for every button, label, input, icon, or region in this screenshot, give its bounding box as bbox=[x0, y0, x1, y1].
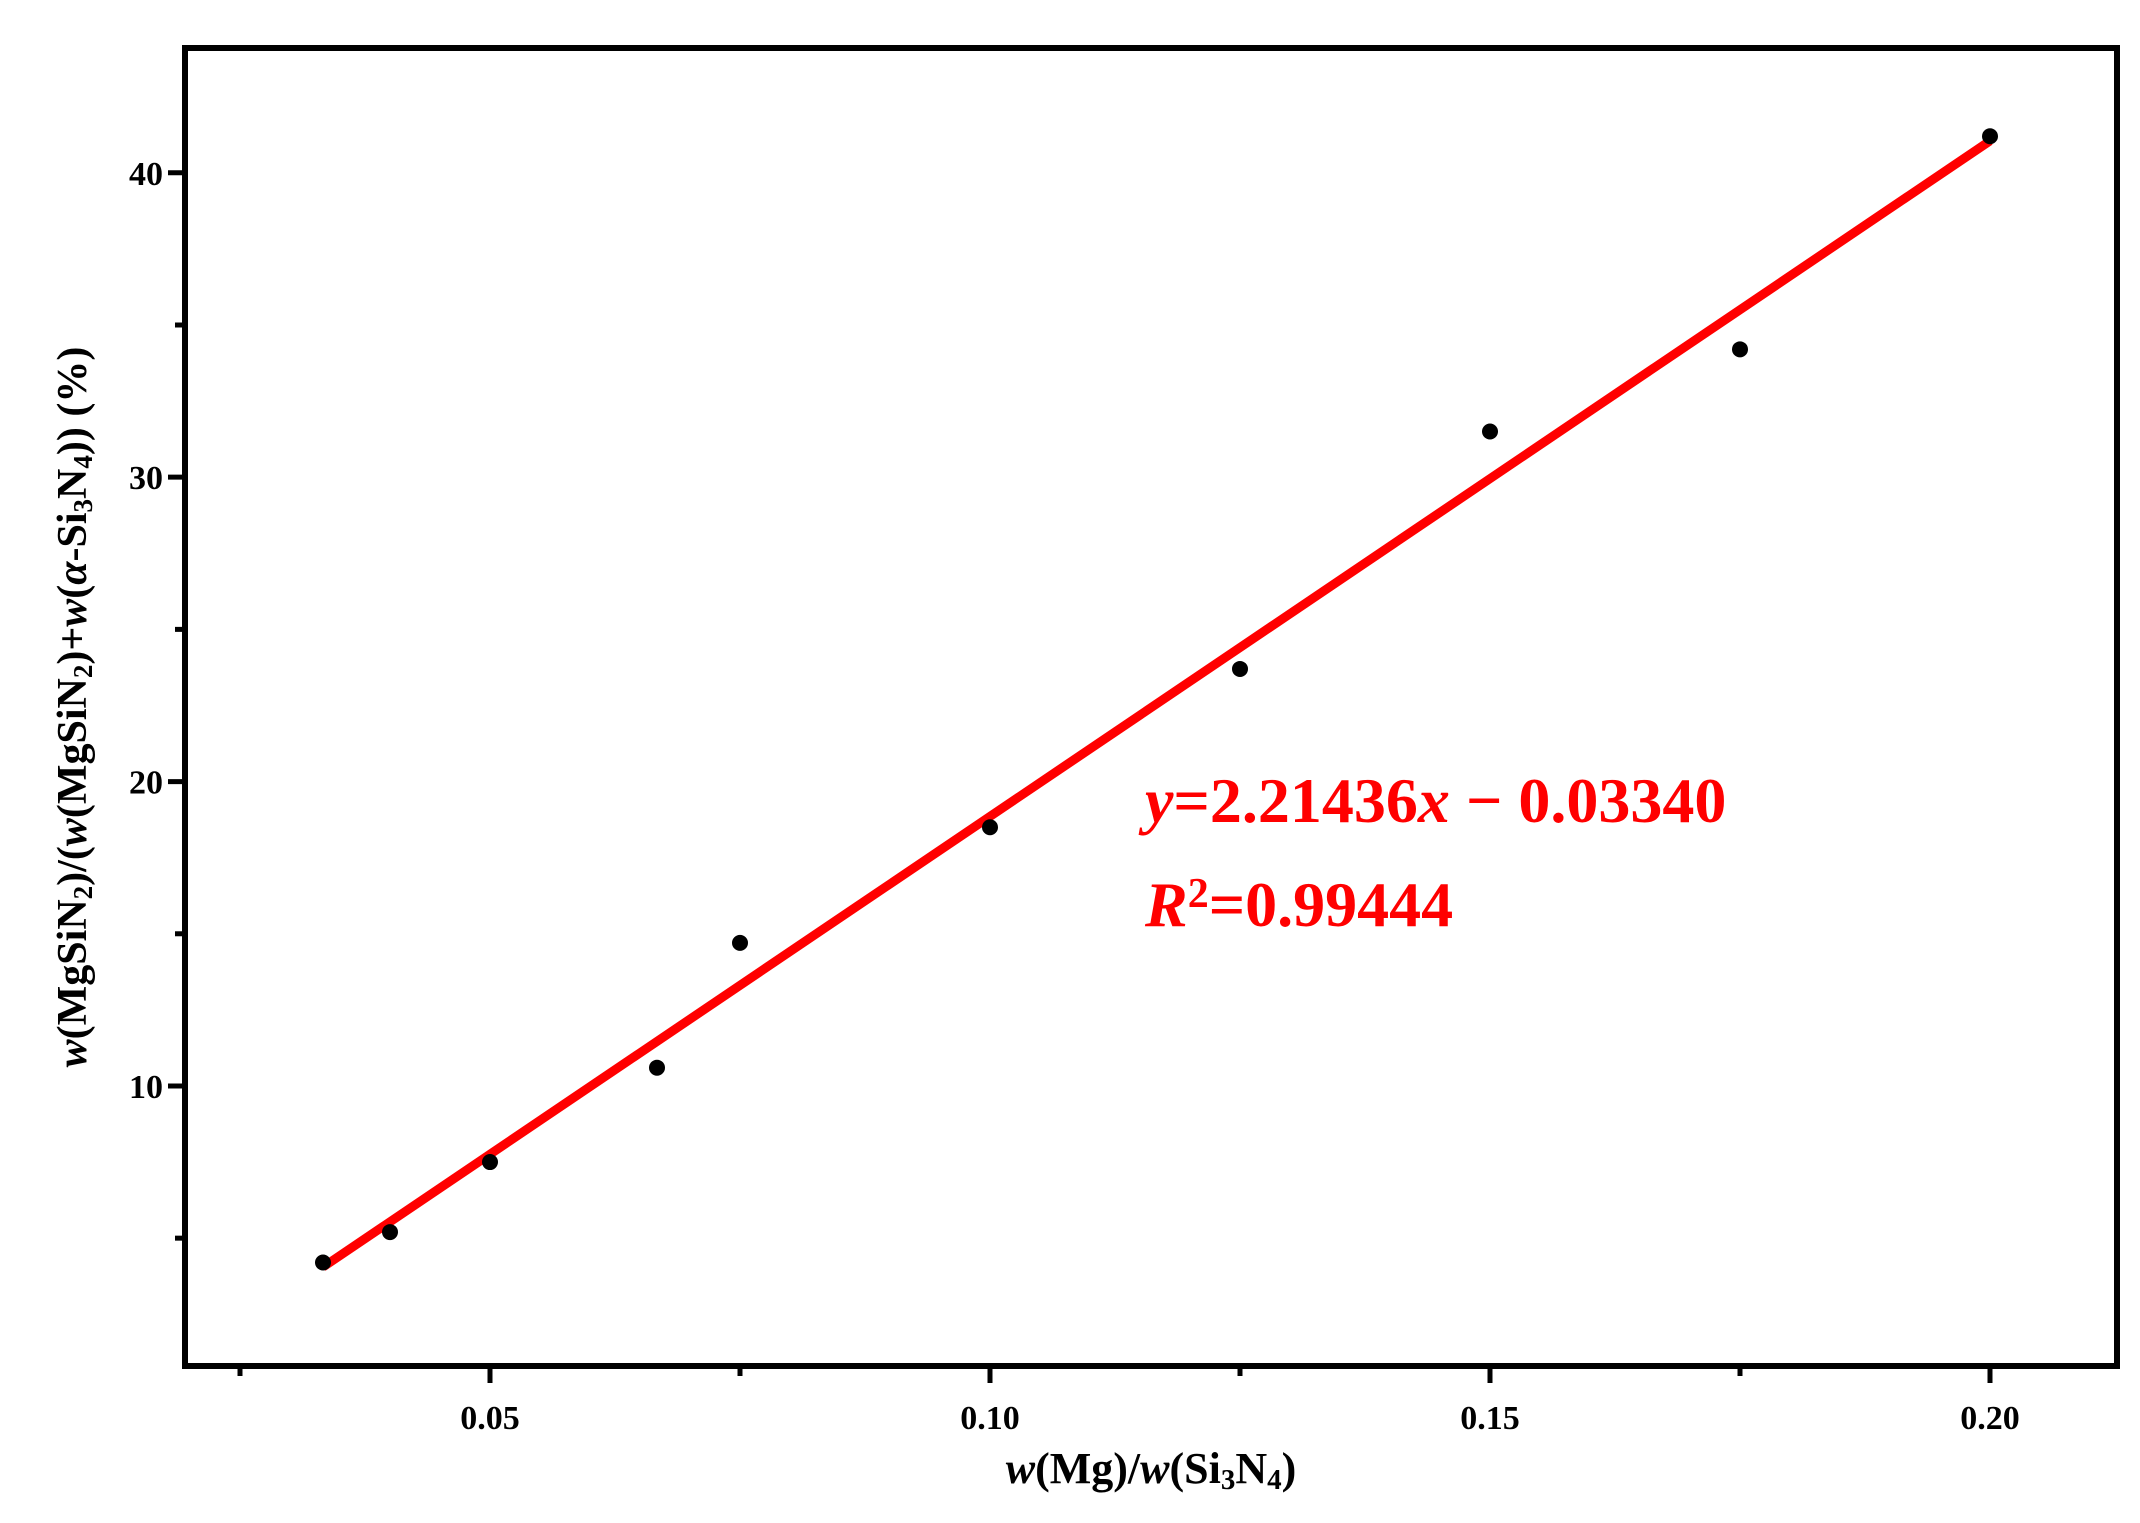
y-tick-label: 20 bbox=[129, 765, 163, 802]
y-tick-label: 40 bbox=[129, 156, 163, 193]
label-part: w bbox=[50, 598, 96, 627]
data-point bbox=[482, 1154, 498, 1171]
label-part: y bbox=[1138, 765, 1174, 836]
label-part: 2 bbox=[1188, 871, 1209, 917]
data-point bbox=[732, 934, 748, 951]
label-part: 4 bbox=[68, 455, 98, 469]
equation-annotation: y=2.21436x − 0.03340 bbox=[1138, 765, 1726, 836]
label-part: x bbox=[1417, 765, 1450, 836]
label-part: (MgSiN bbox=[50, 899, 96, 1039]
plot-marks bbox=[315, 128, 1998, 1271]
r-squared-annotation: R2=0.99444 bbox=[1144, 869, 1453, 940]
x-axis-label: w(Mg)/w(Si3N4) bbox=[1006, 1444, 1297, 1496]
x-tick-label: 0.05 bbox=[460, 1400, 520, 1437]
data-point bbox=[1982, 128, 1998, 145]
label-part: (Mg)/ bbox=[1035, 1444, 1141, 1493]
label-part: =2.21436 bbox=[1173, 765, 1417, 836]
x-tick-label: 0.20 bbox=[1960, 1400, 2020, 1437]
label-part: 2 bbox=[68, 886, 98, 900]
data-point bbox=[1482, 423, 1498, 440]
label-part: (MgSiN bbox=[50, 678, 96, 818]
label-part: w bbox=[1006, 1444, 1036, 1493]
y-axis-label: w(MgSiN2)/(w(MgSiN2)+w(α-Si3N4)) (%) bbox=[50, 347, 98, 1068]
data-point bbox=[382, 1224, 398, 1241]
data-point bbox=[315, 1254, 331, 1271]
label-part: w bbox=[50, 817, 96, 846]
axis-ticks bbox=[168, 170, 1993, 1383]
label-part: ( bbox=[50, 585, 96, 599]
label-part: w bbox=[50, 1038, 96, 1067]
plot-frame bbox=[182, 45, 2120, 1369]
label-part: )) (%) bbox=[50, 347, 96, 455]
data-point bbox=[1732, 341, 1748, 358]
label-part: -Si bbox=[50, 512, 96, 561]
x-tick-label: 0.15 bbox=[1460, 1400, 1520, 1437]
label-part: )+ bbox=[50, 627, 96, 665]
label-part: N bbox=[1235, 1444, 1267, 1493]
axis-labels: y=2.21436x − 0.03340R2=0.99444w(Mg)/w(Si… bbox=[50, 347, 1726, 1497]
label-part: N bbox=[50, 469, 96, 499]
data-point bbox=[1232, 660, 1248, 677]
label-part: =0.99444 bbox=[1209, 869, 1453, 940]
label-part: 2 bbox=[68, 665, 98, 679]
label-part: w bbox=[1140, 1444, 1170, 1493]
y-tick-label: 30 bbox=[129, 460, 163, 497]
label-part: 3 bbox=[68, 499, 98, 513]
label-part: )/( bbox=[50, 846, 96, 886]
data-point bbox=[982, 819, 998, 836]
tick-labels: 0.05 0.10 0.15 0.20 10 20 30 40 bbox=[129, 156, 2020, 1437]
label-part: 3 bbox=[1221, 1464, 1236, 1496]
label-part: ) bbox=[1282, 1444, 1297, 1493]
x-tick-label: 0.10 bbox=[960, 1400, 1020, 1437]
y-tick-label: 10 bbox=[129, 1069, 163, 1106]
label-part: 4 bbox=[1267, 1464, 1282, 1496]
label-part: R bbox=[1144, 869, 1188, 940]
data-point bbox=[649, 1059, 665, 1076]
fit-line bbox=[320, 137, 1993, 1271]
label-part: α bbox=[50, 561, 96, 585]
label-part: (Si bbox=[1169, 1444, 1220, 1493]
label-part: − 0.03340 bbox=[1450, 765, 1726, 836]
